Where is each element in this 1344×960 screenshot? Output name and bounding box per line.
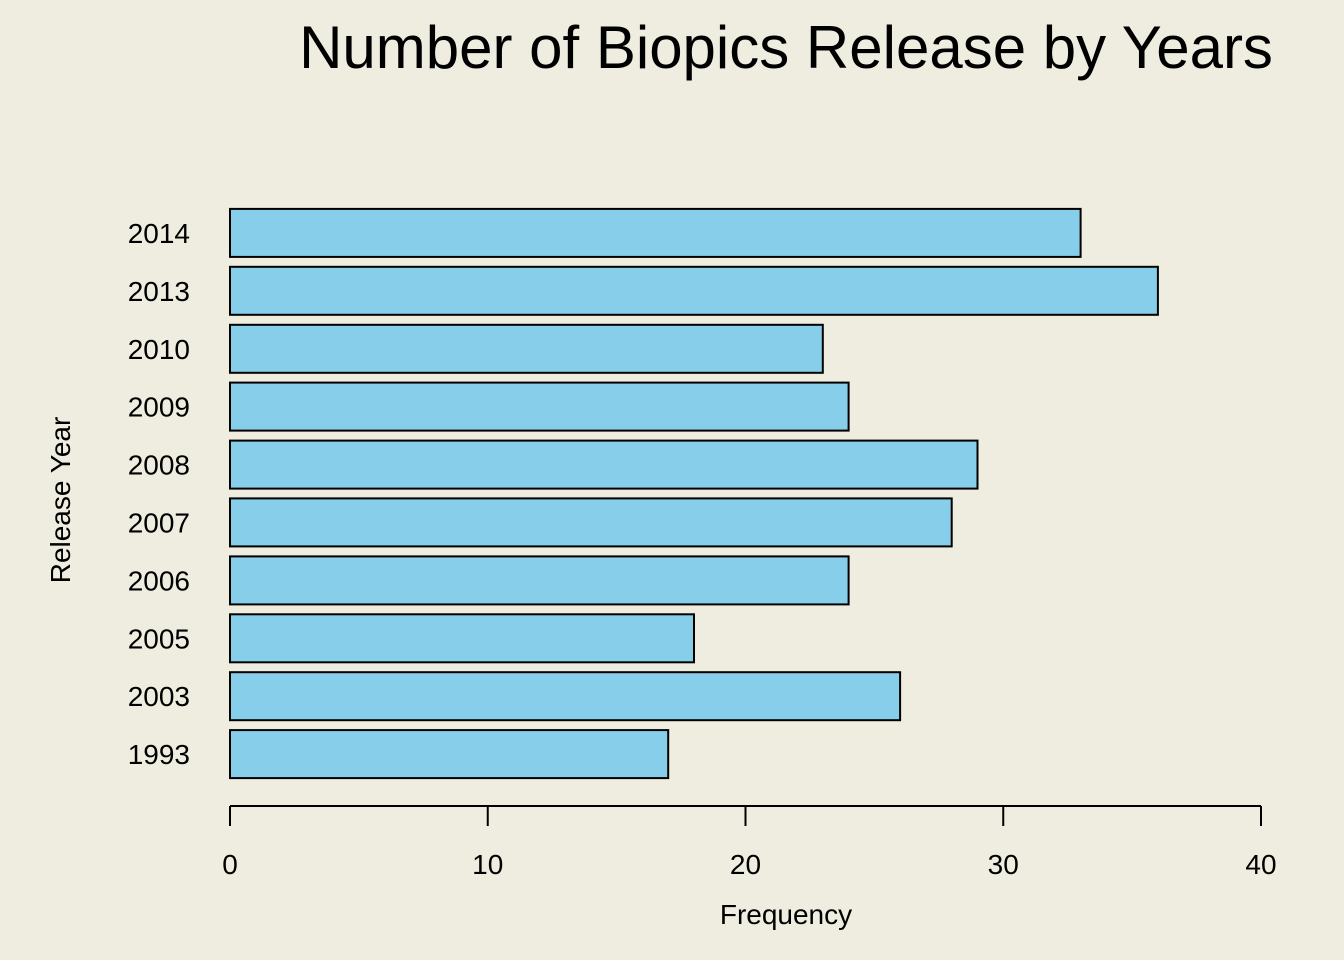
bar-2007: [229, 497, 953, 548]
bar-2013: [229, 265, 1159, 316]
y-axis-label: Release Year: [45, 417, 76, 584]
bar-2009: [229, 381, 850, 432]
y-tick-label-1993: 1993: [128, 739, 190, 770]
y-tick-label-2010: 2010: [128, 334, 190, 365]
y-tick-label-2014: 2014: [128, 218, 190, 249]
x-tick-label-30: 30: [988, 849, 1019, 880]
x-axis: 0 10 20 30 40: [222, 805, 1277, 880]
x-tick-label-40: 40: [1245, 849, 1276, 880]
bar-2008: [229, 439, 979, 490]
bar-2003: [229, 671, 902, 722]
bar-1993: [229, 729, 670, 780]
bar-2005: [229, 613, 695, 664]
x-tick-label-10: 10: [472, 849, 503, 880]
y-tick-label-2005: 2005: [128, 623, 190, 654]
y-tick-label-2003: 2003: [128, 681, 190, 712]
bars-group: [229, 207, 1159, 780]
bar-2010: [229, 323, 824, 374]
chart-title: Number of Biopics Release by Years: [299, 14, 1273, 81]
y-tick-label-2009: 2009: [128, 392, 190, 423]
y-tick-labels: 1993 2003 2005 2006 2007 2008 2009 2010 2013 2014: [128, 218, 190, 770]
x-axis-label: Frequency: [720, 899, 852, 930]
bar-2014: [229, 207, 1082, 258]
bar-2006: [229, 555, 850, 606]
y-tick-label-2013: 2013: [128, 276, 190, 307]
x-tick-label-0: 0: [222, 849, 238, 880]
y-tick-label-2008: 2008: [128, 450, 190, 481]
y-tick-label-2006: 2006: [128, 565, 190, 596]
y-tick-label-2007: 2007: [128, 508, 190, 539]
x-tick-label-20: 20: [730, 849, 761, 880]
